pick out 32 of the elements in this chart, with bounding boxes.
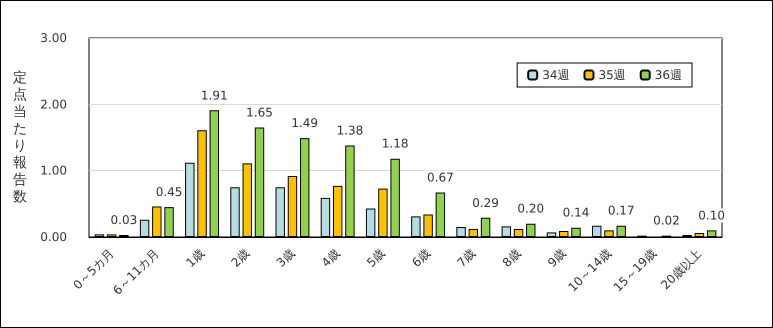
data-label: 0.03 bbox=[110, 213, 138, 228]
x-tick-label: 2歳 bbox=[228, 246, 252, 270]
x-tick-label: 6歳 bbox=[409, 246, 434, 270]
data-label: 1.38 bbox=[336, 123, 364, 138]
data-label: 0.10 bbox=[698, 208, 725, 222]
data-label: 0.29 bbox=[472, 196, 499, 210]
legend-label: 34週 bbox=[542, 68, 570, 82]
data-label: 1.18 bbox=[382, 136, 408, 151]
y-tick-label: 1.00 bbox=[40, 164, 67, 178]
x-tick-label: 4歳 bbox=[318, 246, 343, 270]
y-tick-label: 2.00 bbox=[40, 97, 67, 112]
data-label: 1.65 bbox=[246, 106, 273, 120]
x-tick-label: 7歳 bbox=[454, 246, 478, 270]
x-tick-label: 5歳 bbox=[364, 246, 388, 270]
data-label: 0.20 bbox=[517, 202, 544, 216]
data-label: 1.49 bbox=[291, 116, 318, 130]
x-tick-label: 8歳 bbox=[500, 246, 524, 270]
data-label: 0.67 bbox=[426, 170, 454, 185]
x-tick-label: 3歳 bbox=[274, 246, 298, 270]
data-label: 0.17 bbox=[608, 204, 635, 218]
data-label: 0.02 bbox=[653, 214, 680, 228]
data-label: 0.45 bbox=[156, 185, 182, 200]
x-tick-label: 9歳 bbox=[544, 246, 569, 270]
x-tick-label: 1歳 bbox=[183, 246, 207, 270]
x-tick-label: 20歳以上 bbox=[658, 246, 704, 292]
y-tick-label: 3.00 bbox=[40, 31, 67, 45]
data-label: 1.91 bbox=[200, 88, 228, 102]
y-axis-title: 定点当たり報告数 bbox=[13, 70, 27, 205]
legend-label: 36週 bbox=[654, 68, 682, 82]
data-label: 0.14 bbox=[562, 206, 590, 220]
legend-label: 35週 bbox=[598, 68, 626, 82]
y-tick-label: 0.00 bbox=[40, 230, 67, 244]
